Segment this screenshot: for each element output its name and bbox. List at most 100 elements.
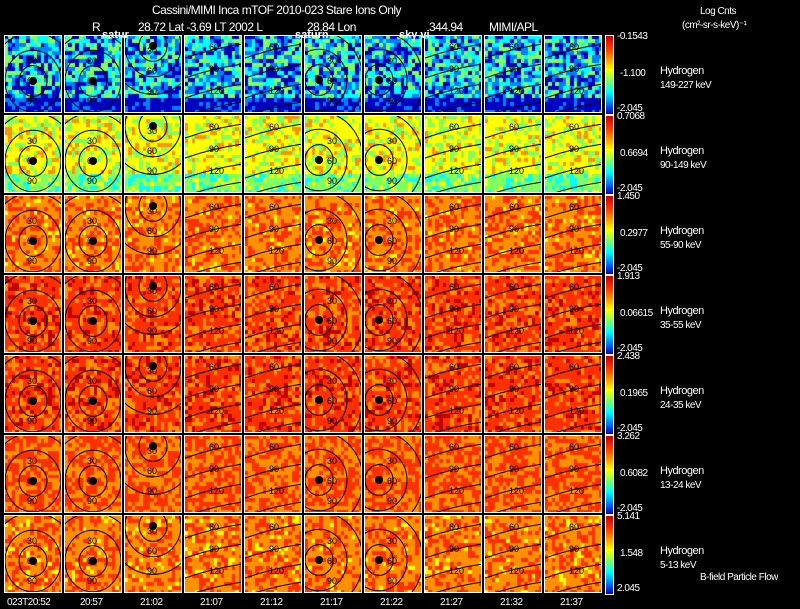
heatmap-panel: 60 90 120 <box>424 515 482 593</box>
contour-line <box>138 436 168 462</box>
contour-line <box>555 101 601 112</box>
time-tick-label: 21:12 <box>260 597 283 608</box>
contour-line <box>425 383 481 399</box>
contour-label: 90 <box>87 416 97 426</box>
colorbar-mid-label: 0.1965 <box>620 388 648 399</box>
contour-line <box>185 283 241 299</box>
heatmap-panel: 60 90 120 <box>424 115 482 193</box>
contour-line <box>18 145 48 177</box>
energy-label: 24-35 keV <box>660 400 702 411</box>
contour-line <box>18 65 48 97</box>
contour-overlay: 30 60 90 <box>125 116 181 176</box>
species-label: Hydrogen <box>660 225 704 237</box>
contour-label: 30 <box>147 446 157 456</box>
contour-line <box>555 421 601 432</box>
saturn-marker <box>89 77 97 85</box>
heatmap-panel: 30 60 90 <box>364 435 422 513</box>
contour-line <box>5 529 61 592</box>
contour-line <box>305 224 334 256</box>
contour-line <box>255 501 301 512</box>
contour-line <box>545 463 601 479</box>
contour-overlay: 60 90 120 <box>245 202 301 272</box>
contour-line <box>255 181 301 192</box>
colorbar-max-label: 0.7068 <box>617 111 645 122</box>
contour-line <box>555 261 601 272</box>
contour-line <box>65 129 121 192</box>
contour-line <box>485 223 541 239</box>
contour-line <box>485 563 541 579</box>
contour-overlay: 60 90 120 <box>185 122 241 192</box>
colorbar-max-label: 5.141 <box>617 511 640 522</box>
contour-line <box>495 501 541 512</box>
contour-line <box>78 385 108 417</box>
contour-line <box>545 223 601 239</box>
contour-line <box>365 544 394 576</box>
contour-line <box>125 82 181 95</box>
contour-line <box>425 63 481 79</box>
contour-line <box>305 464 334 496</box>
contour-line <box>185 203 241 219</box>
colorbar-max-label: 1.913 <box>617 271 640 282</box>
contour-label: 30 <box>147 206 157 216</box>
heatmap-panel: 30 60 90 <box>64 435 122 513</box>
contour-label: 60 <box>387 476 397 486</box>
heatmap-panel: 30 60 90 <box>4 435 62 513</box>
contour-line <box>435 341 481 352</box>
contour-overlay: 30 60 90 <box>65 436 121 512</box>
contour-overlay: 30 60 90 <box>365 436 421 512</box>
saturn-marker <box>315 556 323 564</box>
contour-label: 90 <box>569 64 579 74</box>
heatmap-panel: 60 90 120 <box>244 35 302 113</box>
contour-line <box>245 443 301 459</box>
heatmap-panel: 30 60 90 <box>304 435 362 513</box>
contour-line <box>245 203 301 219</box>
contour-label: 120 <box>509 166 524 176</box>
contour-label: 90 <box>387 96 397 106</box>
saturn-marker <box>89 477 97 485</box>
contour-overlay: 30 60 90 <box>65 196 121 272</box>
contour-label: 120 <box>449 246 464 256</box>
contour-label: 120 <box>269 86 284 96</box>
contour-label: 120 <box>449 566 464 576</box>
contour-line <box>195 181 241 192</box>
heatmap-panel: 60 90 120 <box>244 115 302 193</box>
contour-line <box>485 283 541 299</box>
contour-overlay: 30 60 90 <box>5 436 61 512</box>
contour-label: 30 <box>87 536 97 546</box>
contour-line <box>485 143 541 159</box>
colorbar <box>605 195 614 275</box>
contour-label: 120 <box>509 86 524 96</box>
contour-line <box>555 501 601 512</box>
contour-overlay: 60 90 120 <box>425 362 481 432</box>
contour-label: 60 <box>449 202 459 212</box>
contour-overlay: 30 60 90 <box>305 356 361 432</box>
contour-label: 30 <box>387 136 397 146</box>
contour-overlay: 60 90 120 <box>545 122 601 192</box>
contour-label: 120 <box>449 166 464 176</box>
contour-line <box>365 448 408 512</box>
heatmap-panel: 30 60 90 <box>364 355 422 433</box>
saturn-marker <box>315 156 323 164</box>
contour-label: 120 <box>269 486 284 496</box>
contour-label: 90 <box>87 256 97 266</box>
contour-label: 60 <box>147 66 157 76</box>
heatmap-panel: 60 90 120 <box>184 435 242 513</box>
contour-overlay: 60 90 120 <box>425 122 481 192</box>
contour-line <box>425 543 481 559</box>
contour-label: 60 <box>327 156 337 166</box>
lon-value: 344.94 <box>429 20 463 34</box>
contour-line <box>18 305 48 337</box>
heatmap-panel: 30 60 90 <box>64 115 122 193</box>
contour-line <box>545 143 601 159</box>
contour-line <box>185 563 241 579</box>
contour-label: 120 <box>569 86 584 96</box>
contour-line <box>365 288 408 352</box>
contour-line <box>485 383 541 399</box>
contour-label: 60 <box>209 362 219 372</box>
heatmap-panel: 30 60 90 <box>124 195 182 273</box>
contour-overlay: 30 60 90 <box>125 36 181 96</box>
contour-line <box>425 463 481 479</box>
contour-label: 90 <box>209 544 219 554</box>
colorbar-min-label: -2.045 <box>617 183 643 194</box>
contour-line <box>305 48 348 112</box>
